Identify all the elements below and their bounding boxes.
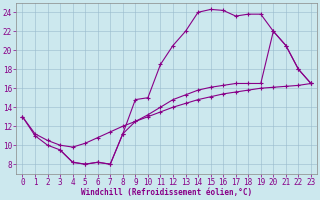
X-axis label: Windchill (Refroidissement éolien,°C): Windchill (Refroidissement éolien,°C) — [81, 188, 252, 197]
